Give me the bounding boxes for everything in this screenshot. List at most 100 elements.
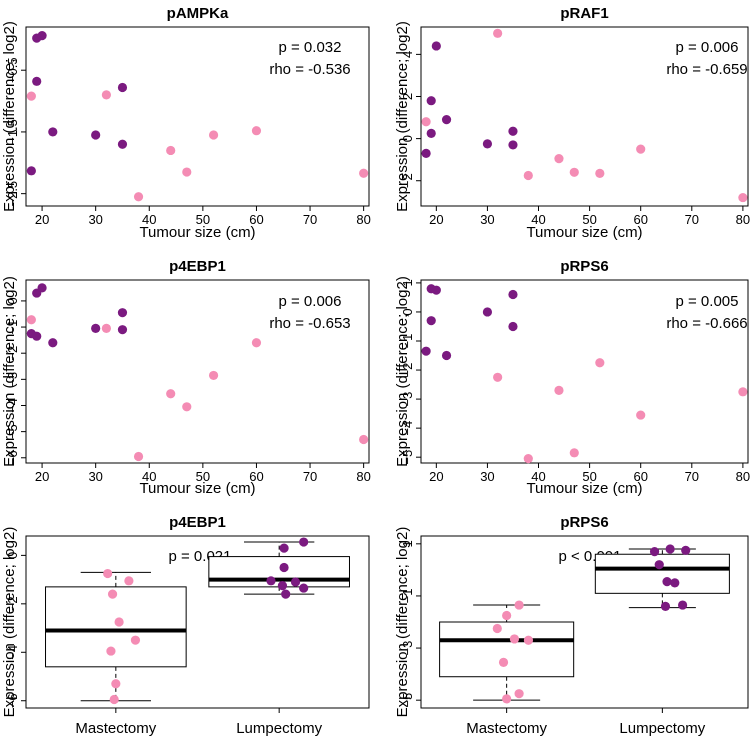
point-mastectomy xyxy=(111,679,121,689)
rho-value-label: rho = -0.536 xyxy=(269,61,350,78)
panel-pRPS6-scatter: pRPS6 Expression (difference; log2)−5 −4 −3… xyxy=(394,258,750,497)
x-tick-label: 40 xyxy=(142,469,156,484)
point-mastectomy xyxy=(554,154,564,164)
box-lumpectomy xyxy=(594,553,730,594)
point-mastectomy xyxy=(595,168,605,178)
point-lumpectomy xyxy=(279,543,289,553)
point-mastectomy xyxy=(595,358,605,368)
y-axis-label: Expression (difference; log2) xyxy=(1,527,18,718)
y-tick-label: −6 xyxy=(5,693,20,708)
x-tick-label: 70 xyxy=(303,212,317,227)
y-tick-label: −5 xyxy=(400,693,415,708)
point-lumpectomy xyxy=(482,139,493,149)
y-tick-label: −4 xyxy=(400,421,415,436)
point-mastectomy xyxy=(502,694,512,704)
x-tick-label: 20 xyxy=(429,469,443,484)
x-tick-label: 80 xyxy=(356,212,370,227)
point-lumpectomy xyxy=(421,148,431,158)
point-lumpectomy xyxy=(508,140,518,150)
point-mastectomy xyxy=(492,623,502,634)
point-mastectomy xyxy=(738,387,748,397)
y-tick-label: −2 xyxy=(400,173,415,188)
y-tick-label: −1 xyxy=(5,320,20,335)
point-mastectomy xyxy=(182,402,192,412)
box-mastectomy xyxy=(439,621,575,678)
plot-frame xyxy=(25,26,370,207)
p-value-label: p = 0.005 xyxy=(676,293,739,310)
point-mastectomy xyxy=(738,192,748,203)
point-lumpectomy xyxy=(660,601,671,611)
y-tick-label: 1 xyxy=(400,279,415,286)
point-mastectomy xyxy=(26,315,36,325)
point-lumpectomy xyxy=(299,583,309,593)
point-lumpectomy xyxy=(441,350,452,361)
point-mastectomy xyxy=(106,646,116,656)
x-tick-label: 20 xyxy=(35,469,49,484)
panel-title: pAMPKa xyxy=(167,5,229,22)
x-tick-label: 30 xyxy=(88,212,102,227)
point-mastectomy xyxy=(359,434,369,445)
x-tick-label: 30 xyxy=(480,469,494,484)
point-lumpectomy xyxy=(37,283,47,293)
point-lumpectomy xyxy=(48,127,58,137)
x-tick-label: 30 xyxy=(88,469,102,484)
point-lumpectomy xyxy=(117,308,128,318)
point-lumpectomy xyxy=(32,331,42,341)
point-lumpectomy xyxy=(665,544,675,554)
point-mastectomy xyxy=(208,370,219,381)
point-mastectomy xyxy=(421,117,431,127)
p-value-label: p = 0.006 xyxy=(676,39,739,56)
category-label-lumpectomy: Lumpectomy xyxy=(619,720,705,737)
y-tick-label: −4 xyxy=(5,645,20,660)
point-mastectomy xyxy=(251,338,262,348)
point-mastectomy xyxy=(498,657,509,667)
x-tick-label: 60 xyxy=(633,212,647,227)
point-mastectomy xyxy=(493,28,503,38)
y-tick-label: −1 xyxy=(400,589,415,604)
y-axis-label: Expression (difference; log2) xyxy=(1,21,18,212)
point-lumpectomy xyxy=(508,126,518,136)
point-lumpectomy xyxy=(266,576,276,586)
y-tick-label: −2 xyxy=(5,346,20,361)
x-tick-label: 60 xyxy=(249,212,263,227)
y-tick-label: −3 xyxy=(5,372,20,387)
p-value-label: p = 0.032 xyxy=(279,39,342,56)
x-tick-label: 50 xyxy=(582,469,596,484)
point-lumpectomy xyxy=(48,338,58,348)
panel-title: pRPS6 xyxy=(560,258,608,275)
y-tick-label: −5 xyxy=(400,450,415,465)
point-mastectomy xyxy=(514,689,524,699)
category-label-mastectomy: Mastectomy xyxy=(466,720,547,737)
rho-value-label: rho = -0.653 xyxy=(269,315,350,332)
rho-value-label: rho = -0.659 xyxy=(666,61,747,78)
point-mastectomy xyxy=(509,634,520,644)
point-mastectomy xyxy=(101,90,111,100)
x-tick-label: 70 xyxy=(303,469,317,484)
point-lumpectomy xyxy=(662,577,672,587)
x-tick-label: 80 xyxy=(356,469,370,484)
point-mastectomy xyxy=(251,126,262,136)
y-tick-label: 2 xyxy=(400,93,415,100)
plot-frame xyxy=(420,26,749,207)
x-tick-label: 60 xyxy=(633,469,647,484)
point-lumpectomy xyxy=(678,600,688,610)
point-lumpectomy xyxy=(441,115,452,125)
point-mastectomy xyxy=(493,372,503,382)
point-mastectomy xyxy=(523,635,534,645)
panel-title: p4EBP1 xyxy=(169,514,226,531)
y-tick-label: −1 xyxy=(400,334,415,349)
point-lumpectomy xyxy=(426,96,436,106)
point-lumpectomy xyxy=(277,581,288,591)
plot-frame xyxy=(25,279,370,464)
point-mastectomy xyxy=(114,617,124,627)
x-axis-label: Tumour size (cm) xyxy=(139,224,255,241)
point-lumpectomy xyxy=(117,325,128,335)
y-tick-label: −3 xyxy=(400,392,415,407)
point-lumpectomy xyxy=(91,130,101,140)
point-mastectomy xyxy=(569,448,579,458)
point-lumpectomy xyxy=(421,346,431,356)
point-lumpectomy xyxy=(290,577,301,587)
point-mastectomy xyxy=(166,389,176,399)
point-mastectomy xyxy=(523,454,533,464)
y-axis-label: Expression (difference; log2) xyxy=(394,21,411,212)
